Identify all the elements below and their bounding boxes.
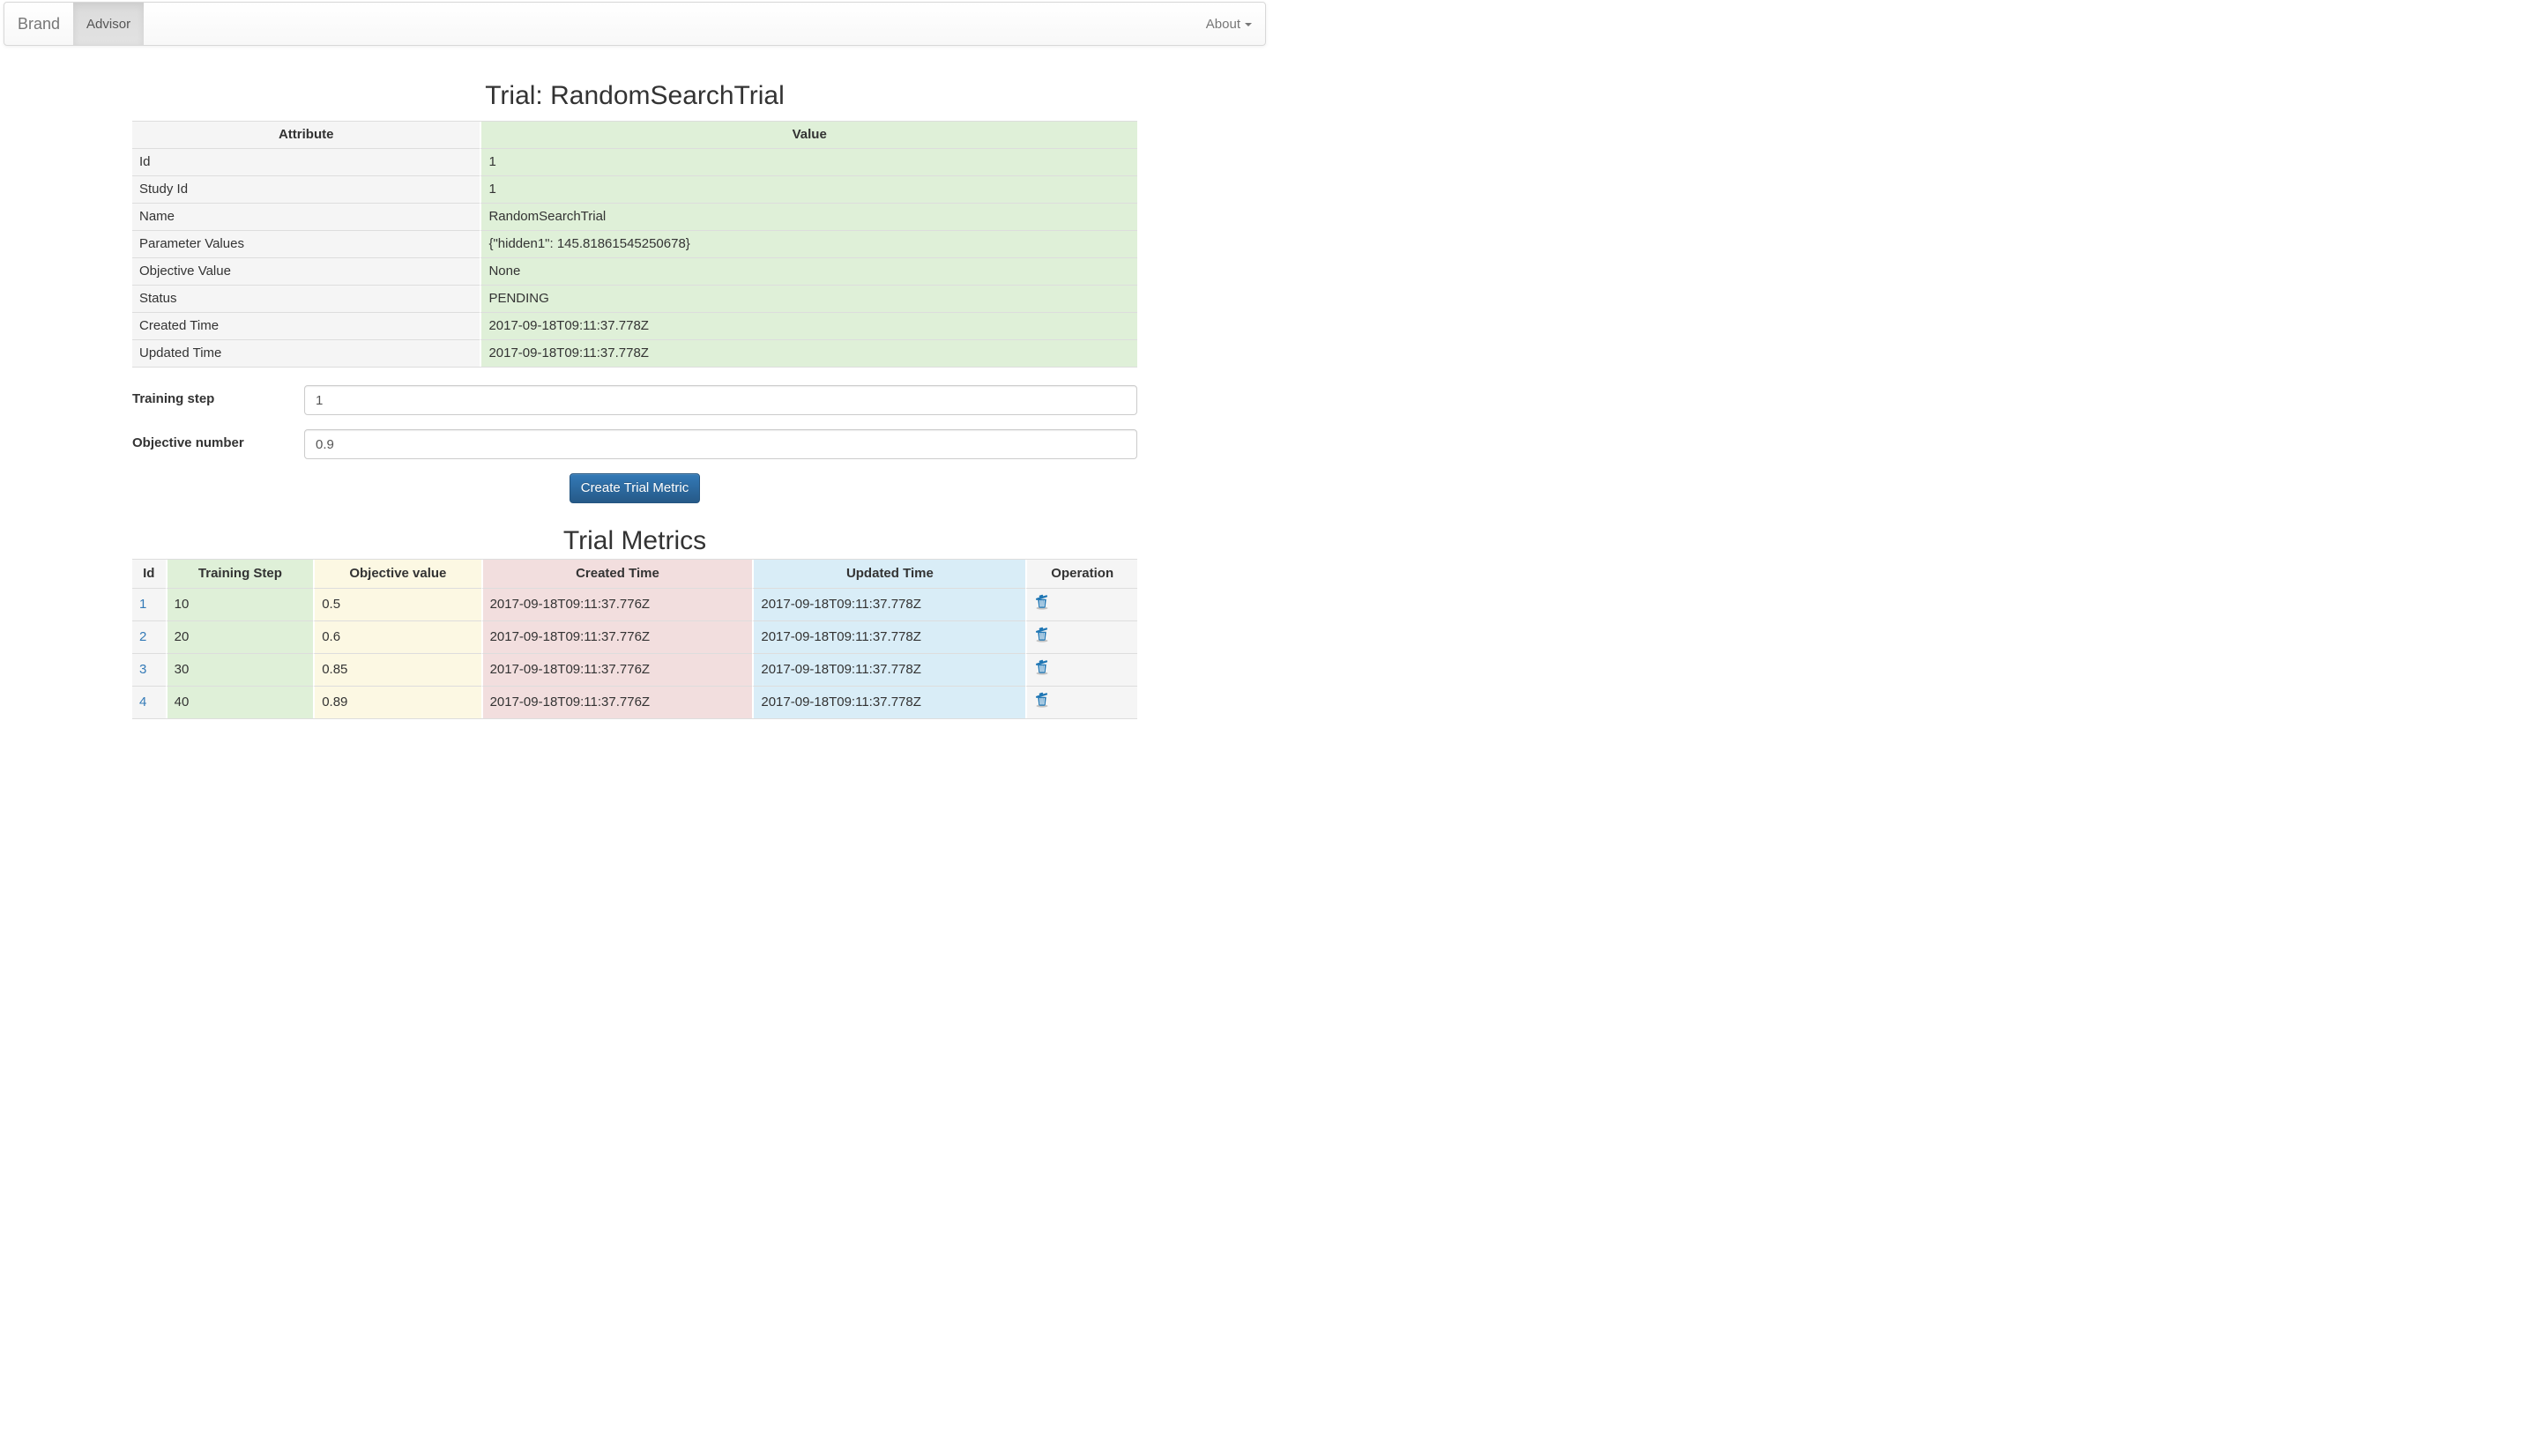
trial-attribute-table: Attribute Value Id 1 Study Id 1 Name Ran… — [132, 121, 1137, 368]
metrics-header-training-step: Training Step — [165, 560, 314, 589]
metrics-header-updated-time: Updated Time — [752, 560, 1026, 589]
metric-objective-value: 0.85 — [313, 653, 481, 686]
metric-created-time: 2017-09-18T09:11:37.776Z — [480, 620, 753, 653]
objective-number-form-group: Objective number — [132, 429, 1137, 459]
brand-link[interactable]: Brand — [18, 15, 61, 33]
trash-icon — [1036, 692, 1048, 708]
objective-number-input[interactable] — [304, 429, 1137, 459]
attribute-cell: Study Id — [132, 175, 480, 203]
delete-metric-button[interactable] — [1034, 692, 1049, 708]
metric-id-link[interactable]: 1 — [139, 597, 147, 612]
value-cell: 2017-09-18T09:11:37.778Z — [480, 339, 1137, 367]
metric-row: 1 10 0.5 2017-09-18T09:11:37.776Z 2017-0… — [132, 589, 1137, 620]
trial-metrics-table: Id Training Step Objective value Created… — [132, 559, 1137, 719]
metric-created-time: 2017-09-18T09:11:37.776Z — [480, 686, 753, 718]
metric-row: 4 40 0.89 2017-09-18T09:11:37.776Z 2017-… — [132, 686, 1137, 718]
metric-id-link[interactable]: 4 — [139, 695, 147, 709]
value-cell: 2017-09-18T09:11:37.778Z — [480, 312, 1137, 339]
metric-training-step: 40 — [165, 686, 314, 718]
metric-objective-value: 0.89 — [313, 686, 481, 718]
value-cell: RandomSearchTrial — [480, 203, 1137, 230]
attribute-cell: Parameter Values — [132, 230, 480, 257]
attribute-cell: Name — [132, 203, 480, 230]
attribute-cell: Objective Value — [132, 257, 480, 285]
metric-id-link[interactable]: 3 — [139, 662, 147, 677]
trash-icon — [1036, 627, 1048, 643]
delete-metric-button[interactable] — [1034, 627, 1049, 643]
metric-id-link[interactable]: 2 — [139, 629, 147, 644]
table-row-updated-time: Updated Time 2017-09-18T09:11:37.778Z — [132, 339, 1137, 367]
metric-objective-value: 0.5 — [313, 589, 481, 620]
metrics-header-objective-value: Objective value — [313, 560, 481, 589]
main-content: Trial: RandomSearchTrial Attribute Value… — [132, 81, 1137, 719]
metrics-header-row: Id Training Step Objective value Created… — [132, 560, 1137, 589]
metric-training-step: 30 — [165, 653, 314, 686]
value-cell: None — [480, 257, 1137, 285]
metric-row: 3 30 0.85 2017-09-18T09:11:37.776Z 2017-… — [132, 653, 1137, 686]
value-cell: PENDING — [480, 285, 1137, 312]
trash-icon — [1036, 659, 1048, 675]
training-step-input[interactable] — [304, 385, 1137, 415]
value-cell: {"hidden1": 145.81861545250678} — [480, 230, 1137, 257]
nav-item-about-dropdown[interactable]: About — [1193, 3, 1265, 45]
metric-updated-time: 2017-09-18T09:11:37.778Z — [752, 686, 1026, 718]
objective-number-label: Objective number — [132, 435, 244, 450]
delete-metric-button[interactable] — [1034, 594, 1049, 610]
value-column-header: Value — [480, 122, 1137, 149]
table-row-name: Name RandomSearchTrial — [132, 203, 1137, 230]
training-step-form-group: Training step — [132, 385, 1137, 415]
value-cell: 1 — [480, 175, 1137, 203]
metric-training-step: 10 — [165, 589, 314, 620]
caret-down-icon — [1245, 23, 1252, 27]
attribute-cell: Status — [132, 285, 480, 312]
metric-updated-time: 2017-09-18T09:11:37.778Z — [752, 589, 1026, 620]
metric-updated-time: 2017-09-18T09:11:37.778Z — [752, 653, 1026, 686]
about-label: About — [1205, 17, 1240, 32]
attribute-cell: Created Time — [132, 312, 480, 339]
table-row-id: Id 1 — [132, 149, 1137, 175]
create-trial-metric-button[interactable]: Create Trial Metric — [569, 473, 701, 503]
metric-created-time: 2017-09-18T09:11:37.776Z — [480, 589, 753, 620]
metric-row: 2 20 0.6 2017-09-18T09:11:37.776Z 2017-0… — [132, 620, 1137, 653]
metric-objective-value: 0.6 — [313, 620, 481, 653]
table-row-parameter-values: Parameter Values {"hidden1": 145.8186154… — [132, 230, 1137, 257]
attribute-cell: Id — [132, 149, 480, 175]
trash-icon — [1036, 594, 1048, 610]
submit-row: Create Trial Metric — [132, 473, 1137, 503]
metrics-header-created-time: Created Time — [480, 560, 753, 589]
attribute-column-header: Attribute — [132, 122, 480, 149]
table-row-created-time: Created Time 2017-09-18T09:11:37.778Z — [132, 312, 1137, 339]
delete-metric-button[interactable] — [1034, 659, 1049, 675]
value-cell: 1 — [480, 149, 1137, 175]
navbar: Brand Advisor About — [4, 2, 1266, 46]
training-step-label: Training step — [132, 391, 215, 406]
attribute-table-header-row: Attribute Value — [132, 122, 1137, 149]
page-title: Trial: RandomSearchTrial — [485, 81, 785, 110]
table-row-status: Status PENDING — [132, 285, 1137, 312]
metric-created-time: 2017-09-18T09:11:37.776Z — [480, 653, 753, 686]
nav-item-advisor[interactable]: Advisor — [73, 3, 145, 45]
metrics-header-id: Id — [132, 560, 166, 589]
table-row-study-id: Study Id 1 — [132, 175, 1137, 203]
metric-training-step: 20 — [165, 620, 314, 653]
table-row-objective-value: Objective Value None — [132, 257, 1137, 285]
metric-updated-time: 2017-09-18T09:11:37.778Z — [752, 620, 1026, 653]
trial-metrics-heading: Trial Metrics — [562, 526, 707, 555]
metrics-header-operation: Operation — [1025, 560, 1137, 589]
attribute-cell: Updated Time — [132, 339, 480, 367]
